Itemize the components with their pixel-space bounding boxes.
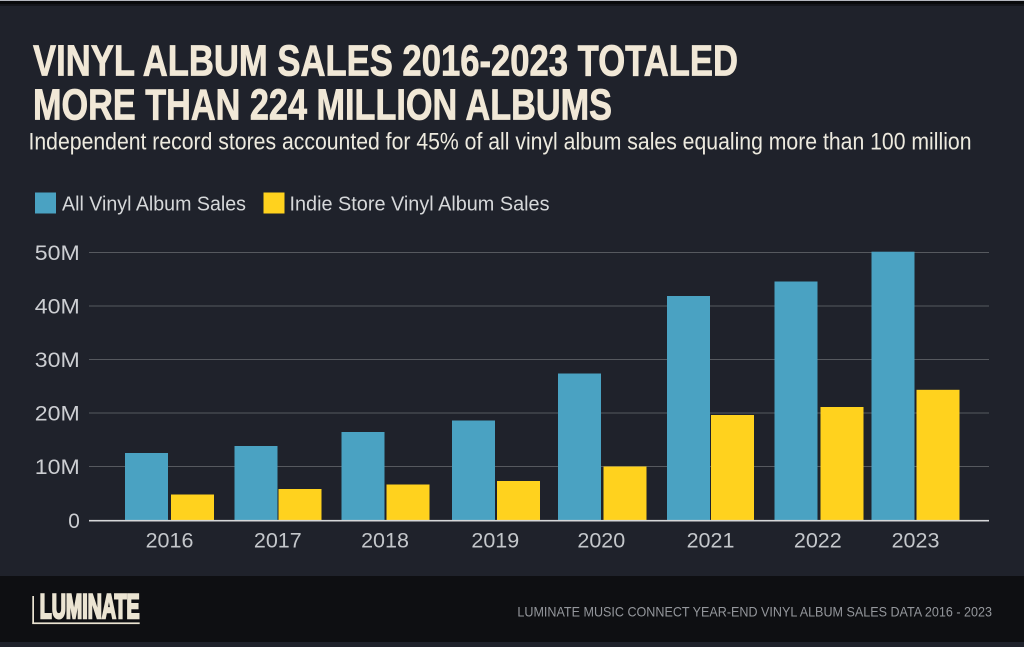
svg-text:30M: 30M bbox=[35, 349, 80, 372]
svg-text:0: 0 bbox=[68, 510, 80, 533]
svg-text:2016: 2016 bbox=[146, 528, 194, 552]
svg-text:2020: 2020 bbox=[577, 528, 625, 552]
svg-text:2022: 2022 bbox=[794, 528, 842, 552]
svg-text:All Vinyl Album Sales: All Vinyl Album Sales bbox=[62, 192, 246, 215]
svg-text:10M: 10M bbox=[35, 456, 80, 479]
svg-text:LUMINATE: LUMINATE bbox=[40, 588, 140, 626]
svg-text:50M: 50M bbox=[35, 242, 80, 265]
svg-text:Indie Store Vinyl Album Sales: Indie Store Vinyl Album Sales bbox=[290, 192, 550, 215]
svg-text:2021: 2021 bbox=[687, 528, 735, 552]
svg-text:2023: 2023 bbox=[892, 528, 940, 552]
svg-text:LUMINATE MUSIC CONNECT YEAR-EN: LUMINATE MUSIC CONNECT YEAR-END VINYL AL… bbox=[517, 603, 992, 619]
svg-text:MORE THAN 224 MILLION ALBUMS: MORE THAN 224 MILLION ALBUMS bbox=[33, 81, 612, 130]
svg-text:2018: 2018 bbox=[361, 528, 409, 552]
svg-text:20M: 20M bbox=[35, 402, 80, 425]
svg-text:VINYL ALBUM SALES 2016-2023 TO: VINYL ALBUM SALES 2016-2023 TOTALED bbox=[33, 37, 738, 86]
svg-text:Independent record stores acco: Independent record stores accounted for … bbox=[29, 129, 972, 156]
svg-text:40M: 40M bbox=[35, 295, 80, 318]
svg-text:2019: 2019 bbox=[471, 528, 519, 552]
svg-text:2017: 2017 bbox=[254, 528, 302, 552]
